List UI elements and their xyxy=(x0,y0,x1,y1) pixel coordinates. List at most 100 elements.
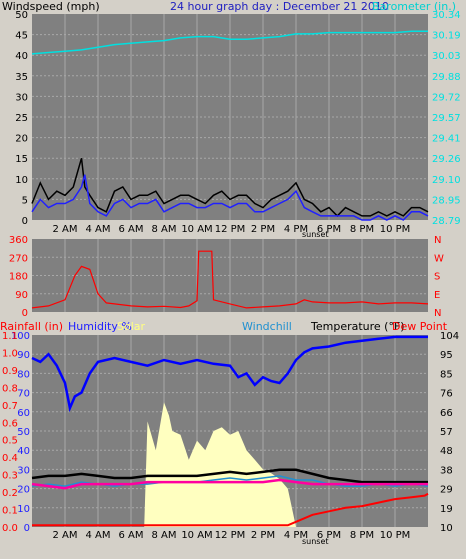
time-label-top: 2 PM xyxy=(251,224,275,235)
ticks-layer: 5045403530252015105030.3430.1930.0329.88… xyxy=(2,10,461,541)
windchill-label: Windchill xyxy=(242,320,292,333)
temp-tick-label: 104 xyxy=(440,331,459,342)
barometer-line xyxy=(31,30,428,55)
dir-compass-label: E xyxy=(434,290,440,301)
solar-label: Solar xyxy=(117,320,146,333)
time-label-bottom: 10 PM xyxy=(380,530,411,541)
direction-line xyxy=(31,250,429,309)
wind-gust-line xyxy=(31,157,429,217)
humidity-tick-label: 50 xyxy=(17,427,30,438)
wind-tick-label: 40 xyxy=(15,51,28,62)
temperature-label: Temperature (°F) xyxy=(310,320,405,333)
solar-area xyxy=(144,402,296,527)
rain-tick-label: 0.2 xyxy=(2,488,18,499)
graph-title: 24 hour graph day : December 21 2010 xyxy=(170,0,389,13)
rain-tick-label: 0.0 xyxy=(2,523,18,534)
baro-tick-label: 29.57 xyxy=(432,113,461,124)
baro-tick-label: 30.19 xyxy=(432,31,461,42)
wind-tick-label: 0 xyxy=(22,216,28,227)
time-label-bottom: 8 AM xyxy=(151,530,176,541)
time-label-bottom: 2 AM xyxy=(52,530,77,541)
temp-tick-label: 38 xyxy=(440,465,453,476)
wind-tick-label: 30 xyxy=(15,92,28,103)
series-layer xyxy=(31,30,429,527)
wind-tick-label: 15 xyxy=(15,154,28,165)
time-label-bottom: 4 PM xyxy=(284,530,308,541)
humidity-line xyxy=(31,335,428,413)
wind-tick-label: 25 xyxy=(15,113,28,124)
dir-compass-label: N xyxy=(434,308,441,319)
dir-compass-label: N xyxy=(434,235,441,246)
rain-tick-label: 0.1 xyxy=(2,506,18,517)
time-label-top: 8 AM xyxy=(151,224,176,235)
time-label-bottom: 6 PM xyxy=(317,530,341,541)
sunset-label-top: sunset xyxy=(302,230,329,239)
humidity-tick-label: 90 xyxy=(17,350,30,361)
temperature-line xyxy=(31,468,428,484)
time-label-top: 10 AM xyxy=(181,224,212,235)
time-label-top: 2 AM xyxy=(52,224,77,235)
humidity-tick-label: 20 xyxy=(17,485,30,496)
dir-compass-label: W xyxy=(434,253,444,264)
dir-compass-label: S xyxy=(434,272,440,283)
humidity-tick-label: 30 xyxy=(17,465,30,476)
sunset-label-bottom: sunset xyxy=(302,537,329,546)
humidity-label: Humidity % xyxy=(68,320,132,333)
wind-avg-line xyxy=(31,174,429,221)
time-label-bottom: 12 PM xyxy=(215,530,246,541)
baro-tick-label: 28.79 xyxy=(432,216,461,227)
time-label-top: 8 PM xyxy=(350,224,374,235)
dewpoint-line xyxy=(31,478,428,490)
temp-tick-label: 85 xyxy=(440,369,453,380)
rain-tick-label: 0.8 xyxy=(2,383,18,394)
temp-tick-label: 57 xyxy=(440,427,453,438)
baro-tick-label: 29.88 xyxy=(432,72,461,83)
dir-tick-label: 360 xyxy=(9,235,28,246)
barometer-label: Barometer (in.) xyxy=(372,0,456,13)
temp-tick-label: 95 xyxy=(440,350,453,361)
dir-tick-label: 270 xyxy=(9,253,28,264)
baro-tick-label: 29.26 xyxy=(432,154,461,165)
humidity-tick-label: 40 xyxy=(17,446,30,457)
temp-tick-label: 10 xyxy=(440,523,453,534)
wind-tick-label: 50 xyxy=(15,10,28,21)
baro-tick-label: 30.03 xyxy=(432,51,461,62)
dir-tick-label: 90 xyxy=(15,290,28,301)
rain-tick-label: 0.3 xyxy=(2,471,18,482)
humidity-tick-label: 80 xyxy=(17,369,30,380)
windspeed-label: Windspeed (mph) xyxy=(2,0,100,13)
baro-tick-label: 29.72 xyxy=(432,92,461,103)
rainfall-line xyxy=(32,492,429,527)
wind-tick-label: 45 xyxy=(15,31,28,42)
baro-tick-label: 29.10 xyxy=(432,175,461,186)
rain-tick-label: 0.5 xyxy=(2,436,18,447)
wind-tick-label: 20 xyxy=(15,134,28,145)
temp-tick-label: 66 xyxy=(440,408,453,419)
time-label-top: 6 PM xyxy=(317,224,341,235)
rain-tick-label: 0.7 xyxy=(2,401,18,412)
time-label-bottom: 2 PM xyxy=(251,530,275,541)
wind-tick-label: 5 xyxy=(22,195,28,206)
rain-tick-label: 1.0 xyxy=(2,348,18,359)
time-label-bottom: 6 AM xyxy=(118,530,143,541)
dewpoint-label: Dew Point xyxy=(392,320,448,333)
rain-tick-label: 0.4 xyxy=(2,453,18,464)
humidity-tick-label: 10 xyxy=(17,504,30,515)
temp-tick-label: 48 xyxy=(440,446,453,457)
rain-tick-label: 1.1 xyxy=(2,331,18,342)
humidity-tick-label: 0 xyxy=(24,523,30,534)
time-label-top: 4 AM xyxy=(85,224,110,235)
time-label-top: 6 AM xyxy=(118,224,143,235)
temp-tick-label: 76 xyxy=(440,389,453,400)
rain-tick-label: 0.9 xyxy=(2,366,18,377)
time-label-top: 12 PM xyxy=(215,224,246,235)
dir-tick-label: 180 xyxy=(9,272,28,283)
baro-tick-label: 30.34 xyxy=(432,10,461,21)
time-label-bottom: 8 PM xyxy=(350,530,374,541)
wind-tick-label: 35 xyxy=(15,72,28,83)
wind-tick-label: 10 xyxy=(15,175,28,186)
temp-tick-label: 29 xyxy=(440,485,453,496)
humidity-tick-label: 70 xyxy=(17,389,30,400)
humidity-tick-label: 100 xyxy=(11,331,30,342)
